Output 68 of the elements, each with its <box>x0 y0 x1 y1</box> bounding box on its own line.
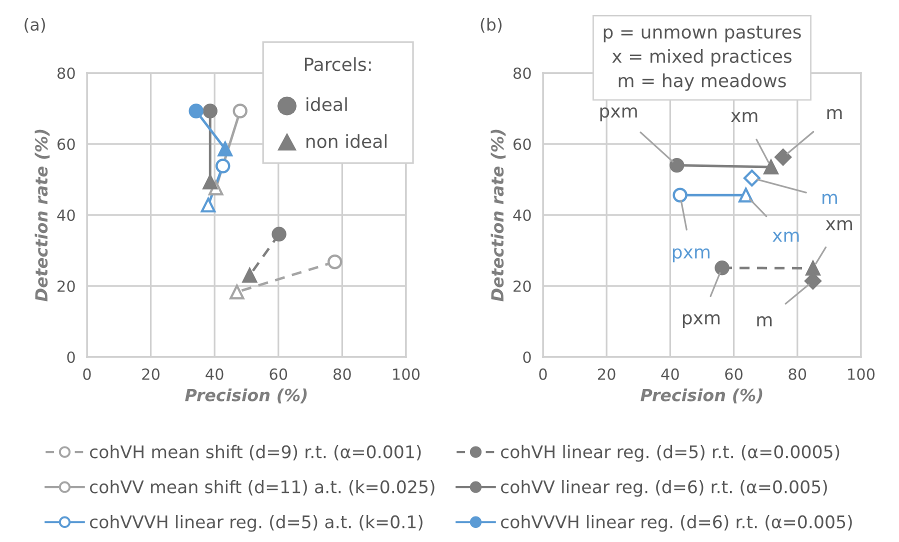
legend-label: cohVV linear reg. (d=6) r.t. (α=0.005) <box>501 480 827 497</box>
y-axis-title: Detection rate (%) <box>34 130 50 302</box>
x-axis-title: Precision (%) <box>640 388 762 404</box>
annotation: pxm <box>682 314 720 328</box>
point <box>218 142 232 156</box>
point <box>202 104 218 118</box>
point <box>774 148 792 166</box>
annotation: xm <box>772 232 799 242</box>
x-tick-label: 0 <box>539 368 547 380</box>
y-tick-label: 60 <box>58 138 75 150</box>
legend-label: cohVVVH linear reg. (d=6) r.t. (α=0.005) <box>501 514 852 532</box>
text: x = mixed practices <box>612 49 792 67</box>
x-tick-label: 20 <box>142 368 160 380</box>
y-tick-label: 80 <box>57 67 75 80</box>
x-tick-label: 100 <box>393 368 420 380</box>
x-tick-label: 20 <box>598 368 616 380</box>
legend-label: cohVV mean shift (d=11) a.t. (k=0.025) <box>90 480 434 496</box>
x-axis-title: Precision (%) <box>185 388 307 404</box>
chart-title: (b) <box>480 18 502 33</box>
annotation: m = hay meadows <box>618 73 786 91</box>
y-tick-label: 0 <box>523 351 531 364</box>
annotation: xm <box>826 220 852 230</box>
x-tick-label: 80 <box>334 368 351 380</box>
x-tick-label: 60 <box>725 368 743 380</box>
x-tick-label: 80 <box>788 368 806 380</box>
point <box>232 104 248 118</box>
point <box>672 188 688 202</box>
x-tick-label: 100 <box>848 368 875 380</box>
y-tick-label: 20 <box>58 280 75 292</box>
point <box>216 158 230 174</box>
point <box>714 260 730 276</box>
point <box>806 260 820 276</box>
point <box>670 158 684 173</box>
point <box>272 226 286 242</box>
y-tick-label: 20 <box>514 280 531 292</box>
point <box>200 198 216 212</box>
y-tick-label: 40 <box>513 209 531 222</box>
point <box>230 284 244 300</box>
x-tick-label: 40 <box>206 368 224 380</box>
annotation: m <box>757 316 772 326</box>
x-tick-label: 60 <box>270 368 288 380</box>
point <box>743 170 760 187</box>
annotation: m <box>822 194 837 204</box>
annotation: non ideal <box>306 134 387 148</box>
y-tick-label: 0 <box>67 351 75 364</box>
point <box>764 160 778 174</box>
point <box>328 254 342 270</box>
annotation: ideal <box>306 97 347 112</box>
point <box>188 104 204 118</box>
y-tick-label: 60 <box>514 138 531 150</box>
y-tick-label: 40 <box>57 209 75 222</box>
legend-label: cohVVVH linear reg. (d=5) a.t. (k=0.1) <box>90 514 422 532</box>
y-axis-title: Detection rate (%) <box>490 130 506 302</box>
annotation: xm <box>731 112 758 122</box>
point <box>242 268 258 283</box>
point <box>202 174 218 190</box>
point <box>738 188 754 202</box>
x-tick-label: 40 <box>661 368 679 380</box>
legend-label: cohVH mean shift (d=9) r.t. (α=0.001) <box>90 444 421 460</box>
legend-label: cohVH linear reg. (d=5) r.t. (α=0.0005) <box>501 444 840 462</box>
legend-title: Parcels: <box>304 57 371 72</box>
annotation: m <box>827 108 842 120</box>
text: p = unmown pastures <box>604 26 801 42</box>
y-tick-label: 80 <box>513 67 531 80</box>
annotation: pxm <box>672 248 710 262</box>
x-tick-label: 0 <box>83 368 91 380</box>
chart-title: (a) <box>24 18 45 33</box>
annotation: pxm <box>600 107 637 122</box>
